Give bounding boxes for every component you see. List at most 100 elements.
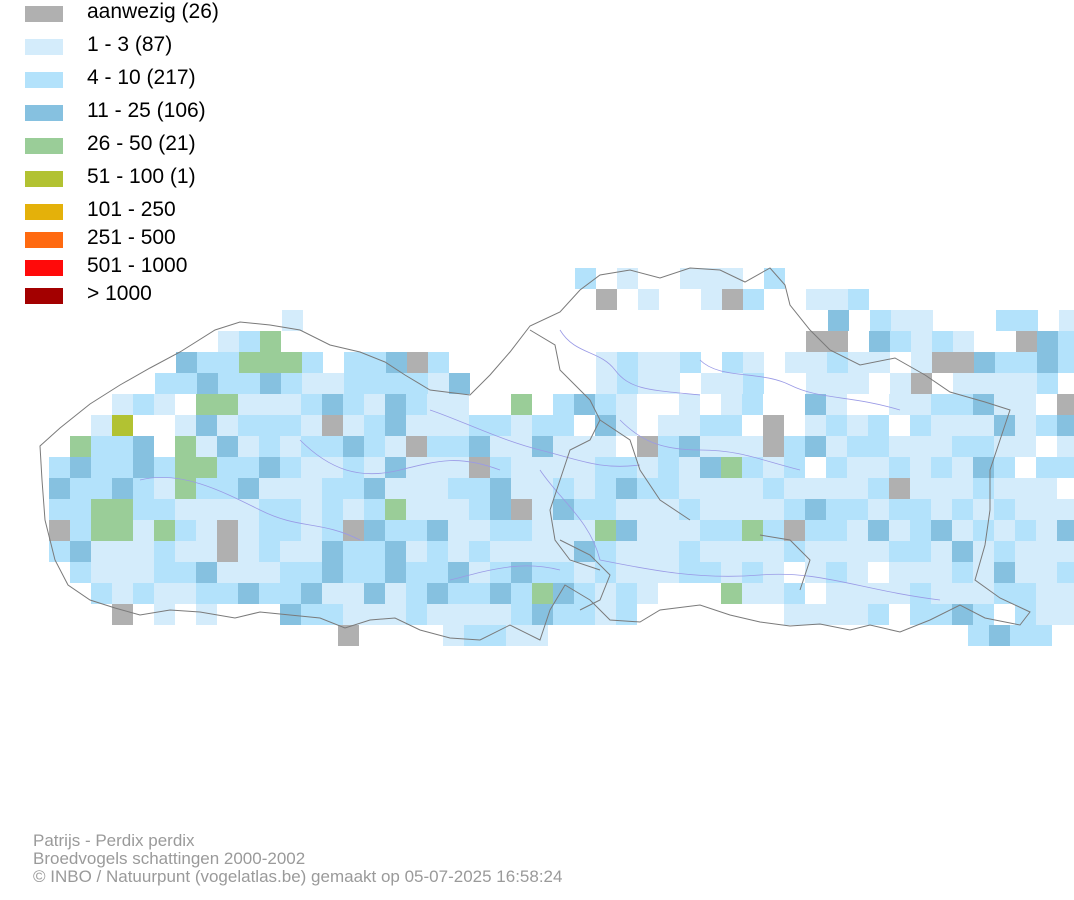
grid-cell [742, 394, 763, 415]
grid-cell [659, 352, 680, 373]
grid-cell [952, 541, 973, 562]
grid-cell [490, 520, 511, 541]
grid-cell [595, 562, 616, 583]
grid-cell [700, 520, 721, 541]
grid-cell [343, 604, 364, 625]
grid-cell [889, 478, 910, 499]
grid-cell [952, 415, 973, 436]
grid-cell [427, 583, 448, 604]
grid-cell [659, 373, 680, 394]
grid-cell [973, 583, 994, 604]
legend-label: 1 - 3 (87) [87, 33, 173, 56]
grid-cell [974, 352, 995, 373]
grid-cell [385, 436, 406, 457]
grid-cell [827, 373, 848, 394]
grid-cell [154, 457, 175, 478]
grid-cell [911, 373, 932, 394]
distribution-map [39, 267, 1074, 646]
grid-cell [1057, 562, 1074, 583]
grid-cell [553, 394, 574, 415]
grid-cell [364, 499, 385, 520]
grid-cell [427, 541, 448, 562]
grid-cell [449, 373, 470, 394]
legend-label: 51 - 100 (1) [87, 165, 196, 188]
legend-swatch [25, 105, 63, 121]
grid-cell [70, 436, 91, 457]
grid-cell [490, 499, 511, 520]
grid-cell [428, 352, 449, 373]
grid-cell [490, 415, 511, 436]
grid-cell [1016, 352, 1037, 373]
grid-cell [952, 520, 973, 541]
grid-cell [112, 541, 133, 562]
grid-cell [70, 478, 91, 499]
region-borders [39, 267, 1031, 641]
grid-cell [532, 436, 553, 457]
grid-cell [805, 394, 826, 415]
grid-cell [280, 478, 301, 499]
grid-cell [595, 604, 616, 625]
grid-cell [889, 520, 910, 541]
grid-cell [827, 331, 848, 352]
grid-cell [868, 520, 889, 541]
grid-cell [1015, 478, 1036, 499]
grid-cell [889, 541, 910, 562]
grid-cell [616, 604, 637, 625]
grid-cell [280, 562, 301, 583]
grid-cell [385, 562, 406, 583]
grid-cell [175, 583, 196, 604]
grid-cell [511, 499, 532, 520]
grid-cell [742, 520, 763, 541]
legend-label: 101 - 250 [87, 198, 176, 221]
grid-cell [343, 394, 364, 415]
grid-cell [322, 499, 343, 520]
grid-cell [847, 541, 868, 562]
legend-swatch [25, 171, 63, 187]
grid-cell [679, 415, 700, 436]
grid-cell [658, 478, 679, 499]
grid-cell [154, 394, 175, 415]
grid-cell [385, 583, 406, 604]
grid-cell [196, 520, 217, 541]
grid-cell [784, 541, 805, 562]
grid-cell [1037, 373, 1058, 394]
grid-cell [679, 541, 700, 562]
grid-cell [238, 520, 259, 541]
grid-cell [364, 583, 385, 604]
grid-cell [1036, 478, 1057, 499]
grid-cell [868, 436, 889, 457]
grid-cell [322, 583, 343, 604]
grid-cell [448, 562, 469, 583]
legend-label: 11 - 25 (106) [87, 99, 206, 122]
grid-cell [973, 394, 994, 415]
grid-cell [1015, 541, 1036, 562]
grid-cell [1036, 415, 1057, 436]
grid-cell [891, 310, 912, 331]
grid-cell [574, 583, 595, 604]
grid-cell [176, 352, 197, 373]
grid-cell [281, 373, 302, 394]
grid-cell [637, 583, 658, 604]
grid-cell [847, 583, 868, 604]
grid-cell [679, 478, 700, 499]
grid-cell [637, 541, 658, 562]
grid-cell [239, 352, 260, 373]
legend-label: 251 - 500 [87, 226, 176, 249]
grid-cell [280, 499, 301, 520]
grid-cell [196, 499, 217, 520]
grid-cell [574, 520, 595, 541]
grid-cell [175, 541, 196, 562]
grid-cell [1015, 604, 1036, 625]
grid-cell [343, 478, 364, 499]
grid-cell [847, 562, 868, 583]
grid-cell [1015, 499, 1036, 520]
grid-cell [238, 583, 259, 604]
grid-cell [49, 541, 70, 562]
grid-cell [344, 373, 365, 394]
legend-label: 26 - 50 (21) [87, 132, 196, 155]
legend-swatch [25, 232, 63, 248]
grid-cell [196, 394, 217, 415]
grid-cell [1057, 604, 1074, 625]
grid-cell [218, 352, 239, 373]
grid-cell [364, 604, 385, 625]
